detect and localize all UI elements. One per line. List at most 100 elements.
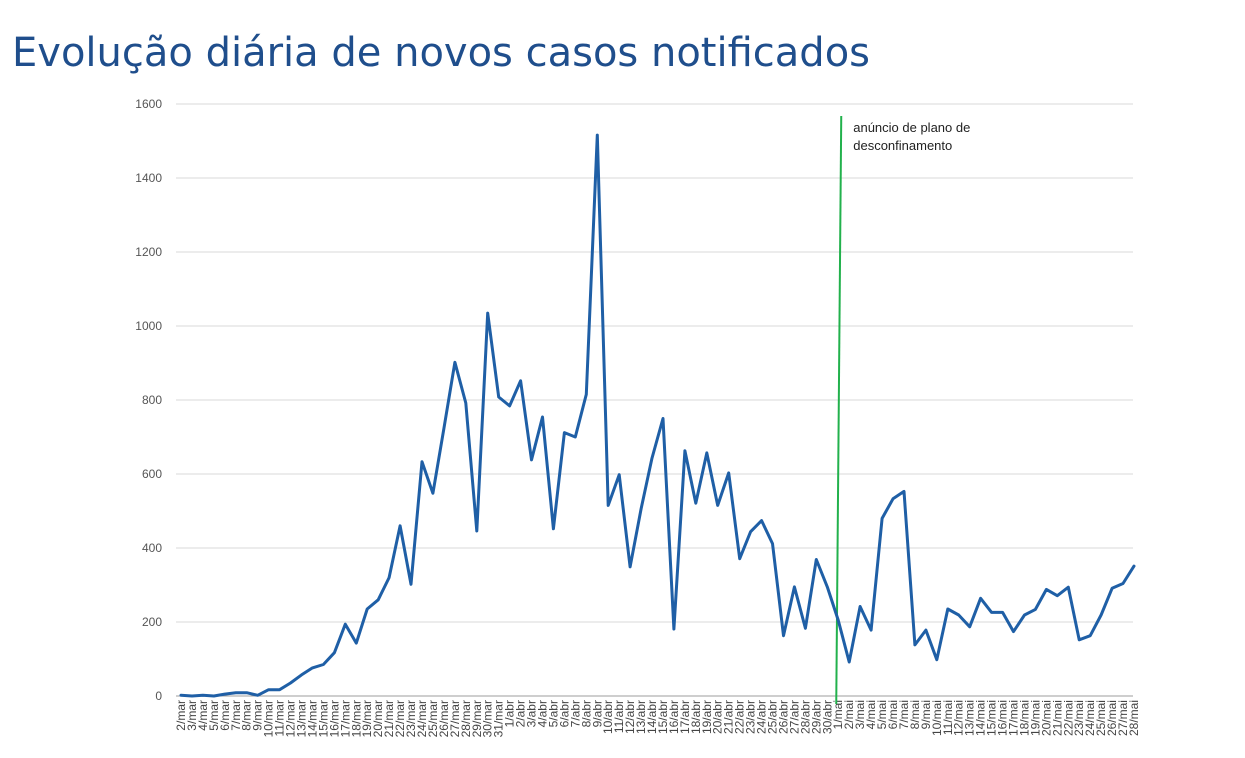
x-tick-label: 27/abr (787, 700, 801, 734)
data-point (782, 634, 784, 636)
data-point (278, 689, 280, 691)
data-point (410, 583, 412, 585)
x-tick-label: 19/mar (360, 700, 374, 737)
data-point (673, 628, 675, 630)
x-tick-label: 4/abr (535, 700, 549, 727)
data-point (826, 586, 828, 588)
data-point (662, 417, 664, 419)
data-point (465, 402, 467, 404)
x-tick-label: 1/abr (503, 700, 517, 727)
data-point (1012, 630, 1014, 632)
y-tick-label: 800 (142, 393, 162, 407)
x-tick-label: 14/mar (305, 700, 319, 737)
data-point (738, 558, 740, 560)
y-tick-label: 200 (142, 615, 162, 629)
x-tick-label: 27/mai (1116, 700, 1130, 736)
x-tick-label: 12/abr (623, 700, 637, 734)
x-tick-label: 20/abr (711, 700, 725, 734)
data-point (300, 674, 302, 676)
data-point (815, 558, 817, 560)
x-tick-label: 24/mar (415, 700, 429, 737)
x-tick-label: 27/mar (448, 700, 462, 737)
x-tick-label: 21/mar (382, 700, 396, 737)
x-tick-label: 6/mar (218, 700, 232, 731)
series-layer (179, 133, 1136, 698)
annotation-layer: anúncio de plano de desconfinamento (835, 115, 970, 705)
x-tick-label: 4/mai (864, 700, 878, 729)
data-point (366, 608, 368, 610)
x-tick-label: 2/abr (514, 700, 528, 727)
x-tick-label: 23/mar (404, 700, 418, 737)
x-tick-label: 25/mar (426, 700, 440, 737)
data-point (881, 517, 883, 519)
x-tick-label: 18/mar (349, 700, 363, 737)
x-tick-label: 17/abr (678, 700, 692, 734)
data-point (552, 528, 554, 530)
data-point (344, 623, 346, 625)
data-point (388, 576, 390, 578)
x-tick-label: 13/mar (294, 700, 308, 737)
x-tick-label: 17/mar (338, 700, 352, 737)
data-point (892, 498, 894, 500)
data-point (596, 134, 598, 136)
x-tick-label: 26/mar (437, 700, 451, 737)
data-point (990, 611, 992, 613)
data-point (1122, 582, 1124, 584)
data-point (289, 682, 291, 684)
data-point (1111, 587, 1113, 589)
y-tick-label: 0 (155, 689, 162, 703)
data-point (508, 405, 510, 407)
y-tick-label: 1400 (135, 171, 162, 185)
x-tick-label: 10/abr (601, 700, 615, 734)
x-tick-label: 13/abr (634, 700, 648, 734)
data-point (519, 380, 521, 382)
data-point (640, 508, 642, 510)
x-tick-label: 28/mar (459, 700, 473, 737)
x-tick-label: 20/mai (1039, 700, 1053, 736)
data-point (541, 416, 543, 418)
data-point (1089, 634, 1091, 636)
x-tick-label: 24/mai (1083, 700, 1097, 736)
x-tick-label: 5/mai (875, 700, 889, 729)
x-tick-label: 5/abr (546, 700, 560, 727)
x-tick-label: 23/mai (1072, 700, 1086, 736)
x-tick-label: 22/abr (733, 700, 747, 734)
data-point (1078, 639, 1080, 641)
x-tick-label: 16/mar (327, 700, 341, 737)
x-tick-label: 1/mai (831, 700, 845, 729)
annotation-label: anúncio de plano de (853, 120, 970, 135)
data-point (903, 490, 905, 492)
data-point (914, 644, 916, 646)
x-tick-label: 10/mar (262, 700, 276, 737)
x-tick-label: 15/mar (316, 700, 330, 737)
data-point (717, 504, 719, 506)
data-point (1001, 611, 1003, 613)
data-point (333, 652, 335, 654)
data-point (728, 472, 730, 474)
data-point (695, 502, 697, 504)
annotation-label: desconfinamento (853, 138, 952, 153)
x-tick-label: 29/mar (470, 700, 484, 737)
data-point (476, 530, 478, 532)
data-point (311, 667, 313, 669)
data-point (760, 519, 762, 521)
data-point (377, 599, 379, 601)
x-tick-label: 10/mai (930, 700, 944, 736)
data-point (804, 627, 806, 629)
x-tick-label: 9/mar (251, 700, 265, 731)
data-point (421, 461, 423, 463)
data-point (771, 542, 773, 544)
data-point (180, 694, 182, 696)
x-tick-label: 22/mar (393, 700, 407, 737)
data-point (706, 452, 708, 454)
x-tick-label: 21/mai (1050, 700, 1064, 736)
data-point (968, 626, 970, 628)
x-tick-label: 28/abr (798, 700, 812, 734)
x-tick-label: 11/abr (612, 700, 626, 733)
data-point (1100, 614, 1102, 616)
x-tick-label: 21/abr (722, 700, 736, 734)
x-tick-label: 30/abr (820, 700, 834, 734)
x-tick-label: 14/mai (974, 700, 988, 736)
data-point (859, 605, 861, 607)
y-tick-label: 1000 (135, 319, 162, 333)
